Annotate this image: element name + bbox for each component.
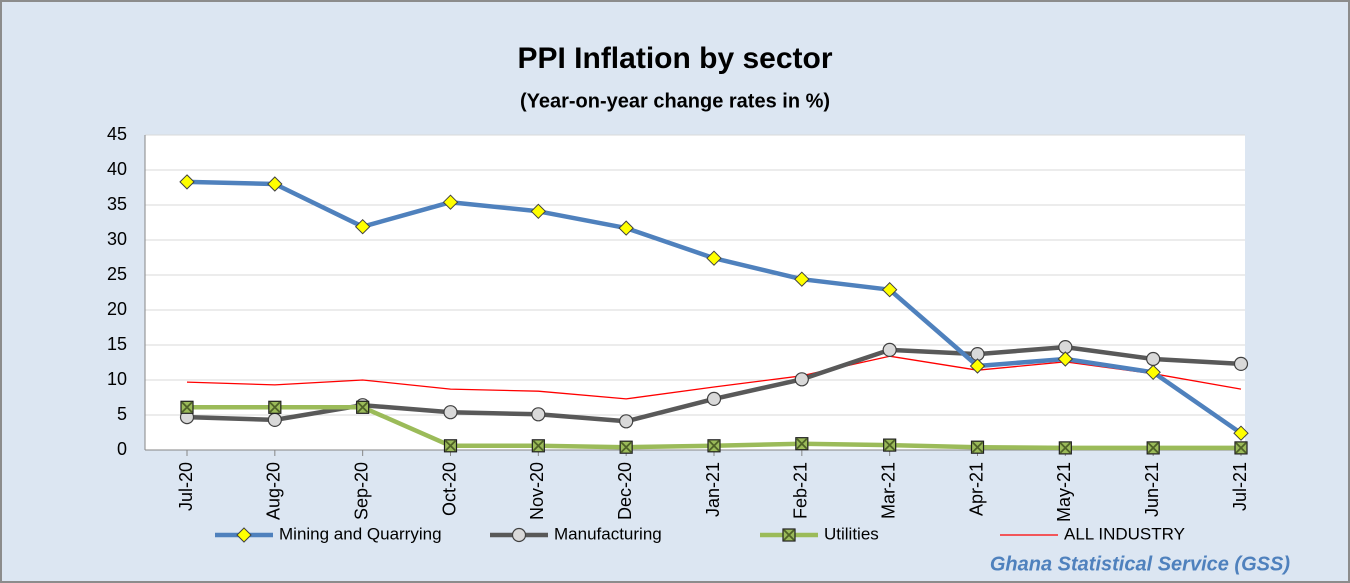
- data-marker: [969, 358, 986, 374]
- marker-cross: [783, 529, 795, 541]
- data-marker: [531, 407, 546, 422]
- marker-cross: [1147, 442, 1159, 454]
- data-marker: [268, 400, 282, 414]
- data-marker: [794, 271, 810, 287]
- data-marker: [1233, 425, 1249, 441]
- y-tick-label: 45: [107, 124, 127, 144]
- marker-cross: [269, 401, 281, 413]
- data-marker: [442, 194, 459, 210]
- data-marker: [794, 372, 809, 387]
- data-marker: [356, 400, 370, 414]
- marker-cross: [444, 440, 457, 452]
- data-marker: [706, 250, 722, 266]
- x-tick-label: Feb-21: [791, 462, 811, 519]
- marker-cross: [971, 441, 984, 453]
- x-tick-label: Jan-21: [703, 462, 723, 517]
- data-marker: [1234, 441, 1248, 455]
- data-marker: [180, 400, 194, 414]
- marker-cross: [1235, 442, 1247, 454]
- y-tick-label: 20: [107, 299, 127, 319]
- data-marker: [970, 440, 985, 454]
- x-tick-label: Aug-20: [264, 462, 284, 520]
- data-marker: [883, 438, 897, 452]
- y-tick-label: 5: [117, 404, 127, 424]
- x-tick-label: Oct-20: [439, 462, 459, 516]
- marker-cross: [796, 438, 808, 450]
- plot-area: [145, 135, 1245, 450]
- data-marker: [782, 528, 796, 542]
- chart-subtitle: (Year-on-year change rates in %): [520, 90, 830, 112]
- marker-cross: [532, 440, 544, 452]
- y-tick-label: 15: [107, 334, 127, 354]
- data-marker: [1146, 351, 1161, 367]
- x-tick-label: May-21: [1054, 462, 1074, 522]
- data-marker: [619, 440, 633, 454]
- x-tick-label: Dec-20: [615, 462, 635, 520]
- y-tick-label: 25: [107, 264, 127, 284]
- data-marker: [511, 527, 527, 543]
- x-tick-label: Nov-20: [527, 462, 547, 520]
- chart-title: PPI Inflation by sector: [517, 42, 832, 75]
- data-marker: [707, 439, 721, 453]
- x-tick-label: Apr-21: [966, 462, 986, 516]
- data-marker: [1058, 441, 1072, 455]
- legend-label: Utilities: [824, 524, 879, 543]
- y-tick-label: 10: [107, 369, 127, 389]
- x-tick-label: Mar-21: [878, 462, 898, 519]
- marker-cross: [620, 441, 632, 453]
- data-marker: [531, 439, 545, 453]
- data-marker: [267, 412, 282, 427]
- data-marker: [236, 527, 252, 543]
- data-marker: [795, 437, 809, 451]
- x-tick-label: Jul-21: [1230, 462, 1250, 511]
- marker-cross: [1059, 442, 1071, 454]
- y-tick-label: 0: [117, 439, 127, 459]
- data-marker: [882, 342, 897, 357]
- legend-label: ALL INDUSTRY: [1064, 524, 1185, 543]
- data-marker: [443, 439, 458, 453]
- data-marker: [619, 414, 634, 429]
- x-tick-label: Jun-21: [1142, 462, 1162, 517]
- data-marker: [1233, 356, 1249, 371]
- data-marker: [618, 220, 634, 236]
- data-marker: [1057, 351, 1074, 367]
- marker-cross: [708, 440, 720, 452]
- source-note: Ghana Statistical Service (GSS): [990, 553, 1290, 575]
- y-tick-label: 40: [107, 159, 127, 179]
- data-marker: [881, 281, 898, 298]
- y-tick-label: 35: [107, 194, 127, 214]
- marker-cross: [181, 401, 193, 413]
- x-tick-label: Jul-20: [176, 462, 196, 511]
- data-marker: [267, 176, 283, 192]
- data-marker: [179, 174, 195, 190]
- data-marker: [1146, 441, 1160, 455]
- data-marker: [530, 203, 547, 220]
- legend-label: Manufacturing: [554, 524, 662, 543]
- legend-label: Mining and Quarrying: [279, 524, 442, 543]
- data-marker: [706, 391, 722, 406]
- marker-cross: [357, 401, 369, 413]
- y-tick-label: 30: [107, 229, 127, 249]
- x-tick-label: Sep-20: [351, 462, 371, 520]
- data-marker: [443, 405, 458, 420]
- data-marker: [354, 218, 371, 235]
- marker-cross: [884, 439, 896, 451]
- data-marker: [1145, 364, 1161, 381]
